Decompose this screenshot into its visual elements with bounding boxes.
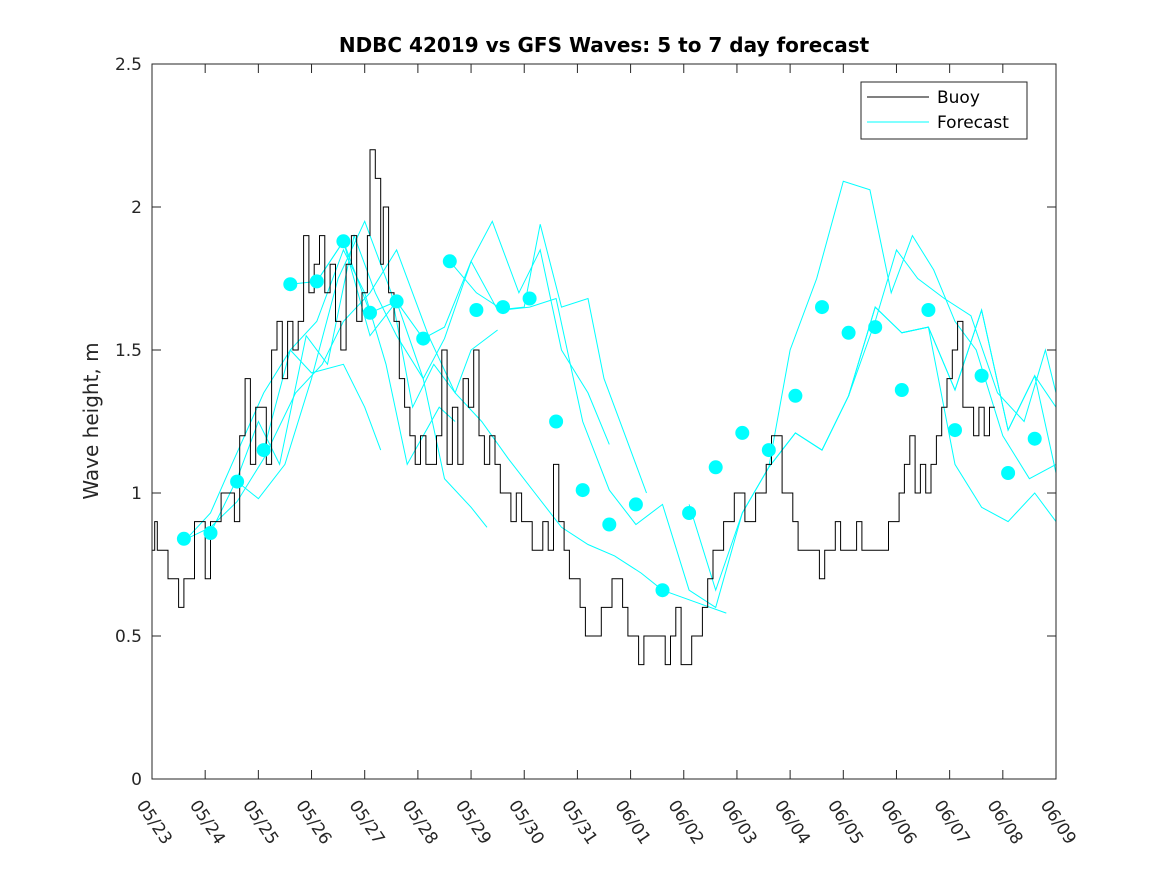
forecast-run-3	[236, 220, 498, 500]
forecast-marker	[389, 294, 404, 309]
forecast-marker	[203, 526, 218, 540]
forecast-marker	[948, 423, 962, 438]
forecast-marker	[894, 383, 909, 397]
forecast-run-11	[901, 326, 1057, 523]
forecast-marker	[283, 277, 298, 292]
forecast-run-8	[688, 306, 1057, 592]
forecast-marker	[363, 305, 377, 320]
forecast-marker	[788, 388, 803, 403]
y-tick-label: 2	[131, 198, 142, 218]
forecast-marker	[256, 443, 271, 458]
legend-forecast-label: Forecast	[937, 113, 1009, 133]
forecast-marker	[682, 506, 697, 520]
forecast-marker	[655, 583, 670, 598]
forecast-marker	[176, 531, 191, 546]
forecast-marker	[469, 303, 484, 317]
forecast-marker	[230, 474, 245, 489]
forecast-marker	[416, 331, 431, 346]
forecast-marker	[708, 460, 723, 475]
forecast-marker	[735, 425, 750, 440]
y-tick-label: 1	[131, 484, 142, 504]
forecast-run-5	[290, 220, 610, 445]
buoy-series	[152, 149, 995, 666]
forecast-marker	[815, 300, 829, 315]
forecast-marker	[761, 443, 776, 458]
forecast-marker	[549, 414, 564, 429]
forecast-run-10	[848, 248, 1057, 423]
forecast-run-9	[768, 180, 1057, 480]
legend: Buoy Forecast	[860, 81, 1028, 140]
y-tick-label: 1.5	[115, 341, 142, 361]
legend-box	[860, 81, 1028, 140]
y-axis-label: Wave height, m	[79, 342, 103, 499]
forecast-marker	[602, 517, 617, 532]
chart-title: NDBC 42019 vs GFS Waves: 5 to 7 day fore…	[339, 33, 870, 57]
forecast-marker	[1001, 466, 1016, 480]
y-tick-label: 0.5	[115, 627, 142, 647]
forecast-marker	[522, 291, 537, 306]
y-tick-label: 0	[131, 770, 142, 790]
forecast-marker	[974, 368, 989, 383]
legend-buoy-label: Buoy	[937, 88, 980, 108]
forecast-marker	[841, 325, 856, 340]
y-tick-label: 2.5	[115, 55, 142, 75]
forecast-marker	[921, 303, 936, 317]
forecast-marker	[309, 274, 324, 289]
forecast-marker	[442, 254, 457, 269]
forecast-marker	[336, 234, 351, 249]
forecast-marker	[1027, 431, 1042, 446]
forecast-marker	[575, 483, 590, 498]
forecast-marker	[496, 300, 510, 315]
axes-box	[151, 63, 1057, 780]
forecast-marker	[868, 320, 883, 335]
forecast-marker	[628, 497, 643, 512]
